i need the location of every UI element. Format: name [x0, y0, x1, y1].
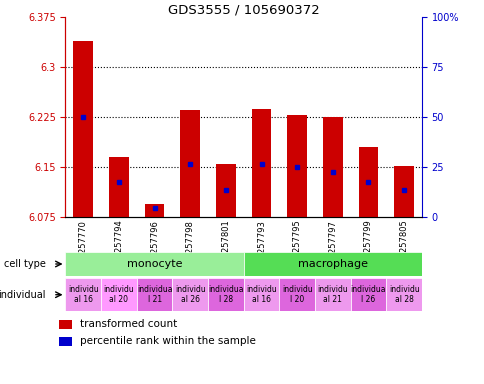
Bar — [322, 117, 342, 217]
Text: individua
l 21: individua l 21 — [136, 285, 172, 305]
Bar — [101, 278, 136, 311]
Bar — [279, 278, 314, 311]
Bar — [60, 337, 72, 346]
Text: individu
al 20: individu al 20 — [104, 285, 134, 305]
Bar — [109, 157, 128, 217]
Text: individu
al 28: individu al 28 — [388, 285, 419, 305]
Title: GDS3555 / 105690372: GDS3555 / 105690372 — [167, 3, 319, 16]
Text: individu
l 20: individu l 20 — [281, 285, 312, 305]
Text: transformed count: transformed count — [79, 319, 177, 329]
Bar — [243, 278, 279, 311]
Text: macrophage: macrophage — [297, 259, 367, 269]
Text: percentile rank within the sample: percentile rank within the sample — [79, 336, 255, 346]
Bar — [60, 320, 72, 329]
Text: individual: individual — [0, 290, 46, 300]
Bar — [208, 278, 243, 311]
Bar — [314, 278, 350, 311]
Bar — [385, 278, 421, 311]
Text: individu
al 16: individu al 16 — [246, 285, 276, 305]
Bar — [251, 109, 271, 217]
Bar — [74, 41, 93, 217]
Text: individua
l 26: individua l 26 — [350, 285, 385, 305]
Bar — [216, 164, 235, 217]
Text: cell type: cell type — [4, 259, 46, 269]
Bar — [393, 166, 413, 217]
Text: monocyte: monocyte — [127, 259, 182, 269]
Bar — [243, 252, 421, 276]
Text: individu
al 21: individu al 21 — [317, 285, 348, 305]
Bar — [145, 204, 164, 217]
Bar — [287, 115, 306, 217]
Text: individua
l 28: individua l 28 — [208, 285, 243, 305]
Bar — [172, 278, 208, 311]
Bar — [350, 278, 385, 311]
Bar — [180, 111, 199, 217]
Text: individu
al 16: individu al 16 — [68, 285, 98, 305]
Bar — [358, 147, 378, 217]
Bar — [65, 278, 101, 311]
Bar — [136, 278, 172, 311]
Bar — [65, 252, 243, 276]
Text: individu
al 26: individu al 26 — [175, 285, 205, 305]
